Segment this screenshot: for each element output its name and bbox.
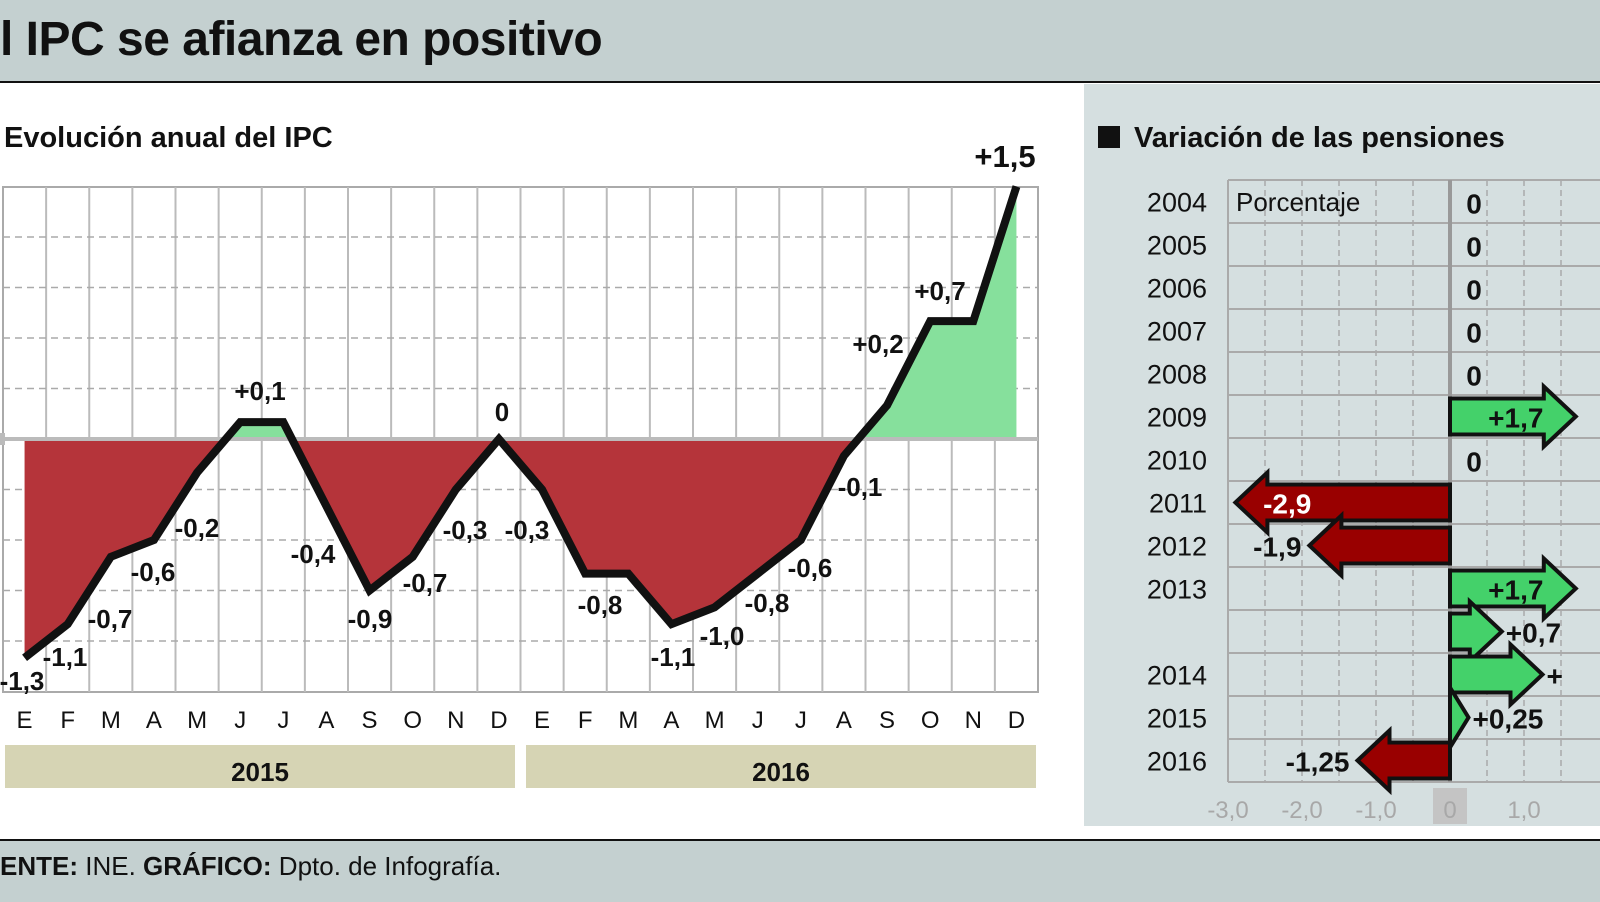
- data-label: -0,6: [131, 557, 176, 587]
- x-tick-label: -1,0: [1355, 797, 1396, 824]
- data-label: -0,9: [348, 604, 393, 634]
- data-label: -0,1: [838, 472, 883, 502]
- month-tick-label: A: [318, 707, 334, 734]
- data-label: +0,1: [234, 376, 285, 406]
- month-tick-label: J: [752, 707, 764, 734]
- graphic-value: Dpto. de Infografía.: [272, 851, 502, 881]
- x-tick-label: 1,0: [1507, 797, 1540, 824]
- data-label: -1,0: [700, 621, 745, 651]
- year-label: 2009: [1147, 403, 1207, 433]
- pensions-chart-title: Variación de las pensiones: [1098, 122, 1505, 155]
- month-tick-label: M: [618, 707, 638, 734]
- month-tick-label: O: [403, 707, 422, 734]
- month-tick-label: E: [534, 707, 550, 734]
- month-tick-label: D: [490, 707, 507, 734]
- data-label: -0,7: [88, 604, 133, 634]
- x-tick-label: -3,0: [1207, 797, 1248, 824]
- zero-tick: [0, 433, 5, 445]
- year-label: 2004: [1147, 188, 1207, 218]
- data-label: -0,8: [745, 588, 790, 618]
- data-label: +0,2: [852, 329, 903, 359]
- data-label: -1,3: [0, 666, 44, 696]
- value-label: 0: [1466, 232, 1482, 263]
- graphic-label: GRÁFICO:: [143, 851, 272, 881]
- value-label: -1,25: [1286, 747, 1350, 778]
- data-label: -0,7: [403, 568, 448, 598]
- month-tick-label: J: [277, 707, 289, 734]
- data-label: -0,2: [175, 513, 220, 543]
- month-tick-label: N: [447, 707, 464, 734]
- month-tick-label: A: [146, 707, 162, 734]
- data-label: -1,1: [43, 642, 88, 672]
- year-label: 2015: [1147, 704, 1207, 734]
- value-label: -1,9: [1253, 532, 1301, 563]
- year-label: 2016: [752, 757, 810, 787]
- data-label: +1,5: [974, 140, 1035, 174]
- month-tick-label: M: [101, 707, 121, 734]
- value-label: 0: [1466, 275, 1482, 306]
- source-label: ENTE:: [0, 851, 78, 881]
- pensions-chart: Porcentaje 2004 0 2005 0 2006 0 2007 0 2008 0 2009 +…: [1084, 170, 1600, 830]
- year-label: 2007: [1147, 317, 1207, 347]
- year-label: 2016: [1147, 747, 1207, 777]
- header-band: l IPC se afianza en positivo: [0, 0, 1600, 83]
- year-label: 2010: [1147, 446, 1207, 476]
- month-tick-label: S: [362, 707, 378, 734]
- value-label: 0: [1466, 318, 1482, 349]
- source-value: INE.: [78, 851, 143, 881]
- footer-band: ENTE: INE. GRÁFICO: Dpto. de Infografía.: [0, 839, 1600, 902]
- year-label: 2008: [1147, 360, 1207, 390]
- value-label: +0,25: [1473, 704, 1544, 735]
- data-label: -0,6: [788, 553, 833, 583]
- ipc-chart: -1,3-1,1-0,7-0,6-0,2+0,1-0,4-0,9-0,7-0,3…: [0, 140, 1080, 800]
- footer-credits: ENTE: INE. GRÁFICO: Dpto. de Infografía.: [0, 851, 501, 882]
- data-label: -0,8: [578, 590, 623, 620]
- square-bullet-icon: [1098, 126, 1120, 148]
- year-label: 2006: [1147, 274, 1207, 304]
- year-label: 2013: [1147, 575, 1207, 605]
- data-label: 0: [495, 397, 509, 427]
- month-tick-label: M: [187, 707, 207, 734]
- data-label: -0,3: [505, 515, 550, 545]
- value-label: 0: [1466, 189, 1482, 220]
- x-tick-label: -2,0: [1281, 797, 1322, 824]
- month-tick-label: A: [663, 707, 679, 734]
- year-label: 2011: [1149, 489, 1207, 519]
- year-label: 2014: [1147, 661, 1207, 691]
- year-label: 2012: [1147, 532, 1207, 562]
- x-tick-label: 0: [1443, 797, 1456, 824]
- data-label: +0,7: [914, 276, 965, 306]
- data-label: -0,3: [443, 515, 488, 545]
- month-tick-label: S: [879, 707, 895, 734]
- value-label: 0: [1466, 447, 1482, 478]
- month-tick-label: E: [17, 707, 33, 734]
- month-tick-label: J: [234, 707, 246, 734]
- month-tick-label: D: [1008, 707, 1025, 734]
- data-label: -1,1: [651, 642, 696, 672]
- value-label: -2,9: [1263, 489, 1311, 520]
- year-label: 2005: [1147, 231, 1207, 261]
- month-tick-label: J: [795, 707, 807, 734]
- value-label: +: [1547, 661, 1563, 692]
- month-tick-label: F: [60, 707, 75, 734]
- value-label: 0: [1466, 361, 1482, 392]
- page-title: l IPC se afianza en positivo: [0, 12, 602, 67]
- value-label: +1,7: [1488, 575, 1543, 606]
- month-tick-label: F: [578, 707, 593, 734]
- month-tick-label: M: [705, 707, 725, 734]
- month-tick-label: N: [965, 707, 982, 734]
- year-label: 2015: [231, 757, 289, 787]
- unit-label: Porcentaje: [1236, 187, 1360, 217]
- data-label: -0,4: [291, 539, 336, 569]
- pensions-title-text: Variación de las pensiones: [1134, 122, 1505, 154]
- month-tick-label: A: [836, 707, 852, 734]
- value-label: +0,7: [1506, 618, 1561, 649]
- value-label: +1,7: [1488, 403, 1543, 434]
- month-tick-label: O: [921, 707, 940, 734]
